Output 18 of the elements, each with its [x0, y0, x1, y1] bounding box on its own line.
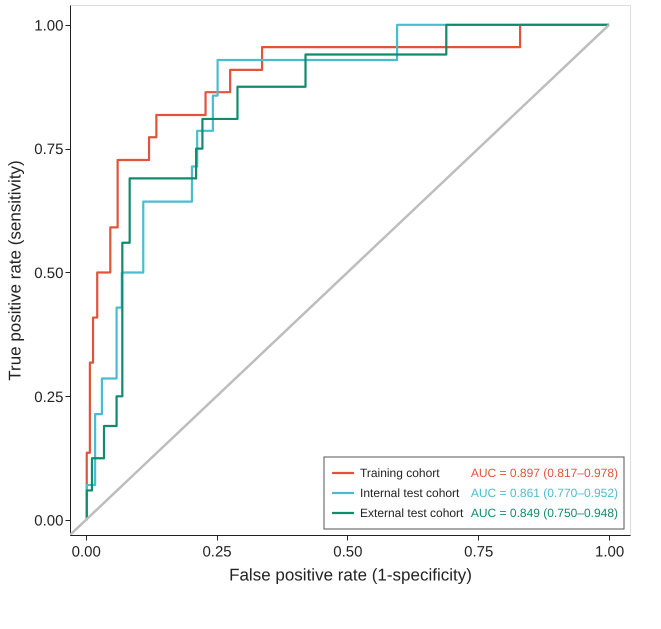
y-tick-label: 0.25 [34, 388, 64, 406]
annotation: AUC = 0.897 (0.817–0.978) [470, 466, 618, 480]
annotation: AUC = 0.849 (0.750–0.948) [470, 506, 618, 520]
annotation: AUC = 0.861 (0.770–0.952) [470, 486, 618, 500]
x-tick-label: 0.75 [464, 544, 494, 560]
legend-label: Training cohort [360, 466, 440, 480]
y-tick-label: 1.00 [34, 17, 64, 34]
x-tick-label: 0.25 [202, 544, 232, 560]
legend-label: External test cohort [360, 506, 464, 520]
y-tick-label: 0.75 [34, 141, 64, 158]
x-axis-title: False positive rate (1-specificity) [229, 566, 472, 584]
x-tick-label: 1.00 [594, 544, 624, 560]
y-tick-label: 0.00 [34, 512, 64, 530]
legend-label: Internal test cohort [360, 486, 460, 500]
y-axis-title: True positive rate (sensitivity) [5, 160, 24, 381]
y-tick-label: 0.50 [34, 264, 64, 282]
x-tick-label: 0.50 [333, 544, 362, 560]
x-tick-label: 0.00 [72, 544, 101, 560]
